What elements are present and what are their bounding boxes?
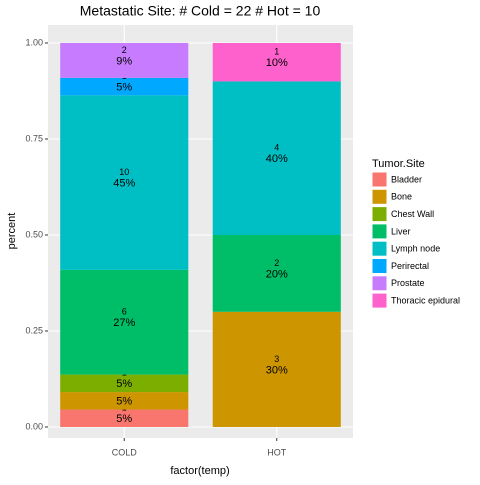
bar-segment (60, 42, 189, 78)
bar-segment (60, 95, 189, 270)
count-label: 6 (122, 307, 127, 317)
y-tick-label: 0.50 (25, 229, 43, 239)
value-label: 27% (113, 317, 135, 329)
value-label: 45% (113, 178, 135, 190)
bar-segment (212, 311, 341, 427)
y-tick-label: 0.25 (25, 325, 43, 335)
value-label: 9% (116, 55, 132, 67)
bar-segment (212, 235, 341, 312)
count-label: 2 (122, 45, 127, 55)
count-label: 4 (274, 143, 279, 153)
legend-label: Thoracic epidural (391, 295, 460, 305)
legend-key (371, 275, 388, 292)
count-label: 10 (119, 167, 129, 177)
legend-label: Lymph node (391, 244, 440, 254)
bar-segment (212, 43, 341, 82)
chart-title: Metastatic Site: # Cold = 22 # Hot = 10 (80, 3, 321, 19)
y-tick-label: 0.00 (25, 421, 43, 431)
legend-key (371, 223, 388, 240)
legend-key (371, 171, 388, 188)
x-axis-label: factor(temp) (170, 465, 229, 477)
legend-title: Tumor.Site (372, 158, 425, 170)
x-tick-label: HOT (267, 447, 287, 457)
bar-segment (60, 269, 189, 375)
bar-segment (60, 392, 189, 410)
count-label: 1 (274, 47, 279, 57)
legend-label: Prostate (391, 278, 425, 288)
bar-segment (60, 374, 189, 393)
legend-key (371, 240, 388, 257)
value-label: 5% (116, 413, 132, 425)
legend-label: Liver (391, 226, 411, 236)
legend-label: Bladder (391, 174, 422, 184)
x-tick-label: COLD (112, 447, 138, 457)
value-label: 40% (266, 153, 288, 165)
y-tick-label: 1.00 (25, 37, 43, 47)
legend-key (371, 206, 388, 223)
legend-key (371, 258, 388, 274)
legend-label: Chest Wall (391, 209, 434, 219)
value-label: 20% (266, 268, 288, 280)
value-label: 5% (116, 82, 132, 94)
value-label: 10% (266, 57, 288, 69)
count-label: 2 (274, 258, 279, 268)
legend-key (371, 292, 388, 309)
value-label: 30% (266, 364, 288, 376)
value-label: 5% (116, 396, 132, 408)
value-label: 5% (116, 378, 132, 390)
legend-label: Perirectal (391, 261, 429, 271)
legend-label: Bone (391, 192, 412, 202)
legend-key (371, 188, 388, 205)
bar-segment (60, 409, 189, 427)
count-label: 3 (274, 354, 279, 364)
y-axis-label: percent (6, 213, 18, 250)
bar-segment (212, 81, 341, 236)
bar-segment (60, 77, 189, 96)
y-tick-label: 0.75 (25, 133, 43, 143)
